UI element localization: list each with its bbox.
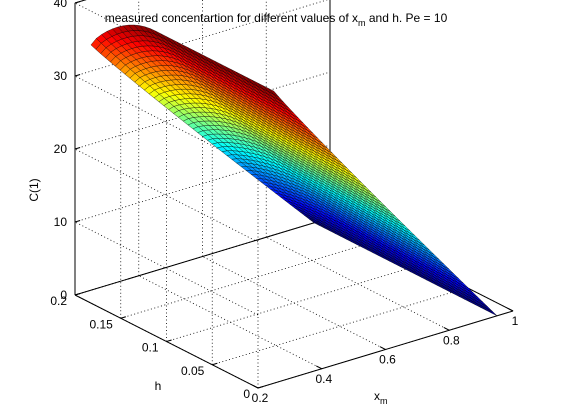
x-tick-mark xyxy=(379,346,386,350)
y-tick-mark xyxy=(120,316,126,319)
x-tick-mark xyxy=(316,365,322,370)
x-tick-label: 0.2 xyxy=(252,391,269,405)
z-tick-label: 0 xyxy=(60,288,67,302)
x-tick-label: 0.8 xyxy=(443,333,460,347)
x-tick-label: 1 xyxy=(512,314,519,328)
chart-title: measured concentartion for different val… xyxy=(105,11,448,28)
y-tick-mark xyxy=(166,339,172,342)
z-tick-label: 30 xyxy=(54,69,68,83)
z-tick-mark xyxy=(74,146,81,150)
surface-mesh xyxy=(90,24,498,316)
x-tick-mark xyxy=(507,307,514,312)
z-tick-mark xyxy=(74,292,81,296)
grid-line-z xyxy=(74,0,329,77)
y-tick-label: 0.1 xyxy=(142,341,159,355)
y-tick-label: 0.05 xyxy=(181,364,205,378)
grid-line-y xyxy=(74,217,331,296)
x-tick-mark xyxy=(252,384,259,389)
y-axis-label: h xyxy=(155,379,162,393)
z-tick-mark xyxy=(74,73,81,77)
z-tick-label: 40 xyxy=(54,0,68,10)
z-axis-label: C(1) xyxy=(27,178,41,201)
grid-line-y xyxy=(166,264,422,342)
x-tick-labels: 0.2 0.4 0.6 0.8 1 xyxy=(252,307,519,405)
y-tick-labels: 0 0.05 0.1 0.15 0.2 xyxy=(50,292,264,401)
z-tick-label: 20 xyxy=(54,142,68,156)
y-tick-mark xyxy=(257,385,264,389)
y-tick-mark xyxy=(212,362,218,366)
x-axis-label: xm xyxy=(374,389,388,406)
x-tick-mark xyxy=(443,327,450,331)
surface-patch xyxy=(486,308,498,316)
z-tick-labels: 0 10 20 30 40 xyxy=(54,0,81,302)
z-tick-label: 10 xyxy=(54,215,68,229)
grid-line-y xyxy=(212,287,468,366)
z-tick-mark xyxy=(74,219,81,223)
grid-line-y xyxy=(120,240,376,319)
grid-line-z xyxy=(74,144,331,223)
x-tick-label: 0.4 xyxy=(315,372,332,386)
z-tick-mark xyxy=(74,0,81,4)
x-tick-label: 0.6 xyxy=(379,353,396,367)
y-tick-label: 0.2 xyxy=(50,294,67,308)
y-tick-label: 0 xyxy=(243,387,250,401)
y-tick-label: 0.15 xyxy=(89,317,113,331)
surface-patch xyxy=(268,88,279,97)
